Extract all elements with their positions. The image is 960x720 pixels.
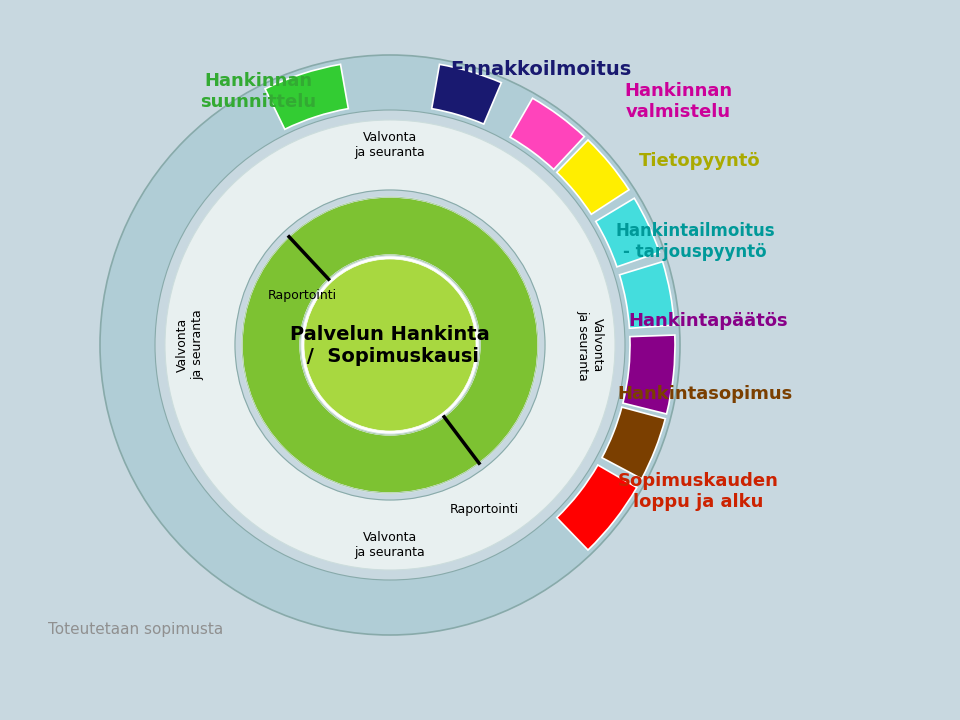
Text: Hankinnan
suunnittelu: Hankinnan suunnittelu	[200, 72, 316, 111]
Wedge shape	[100, 55, 680, 635]
Wedge shape	[602, 407, 665, 479]
Text: Valvonta
ja seuranta: Valvonta ja seuranta	[176, 310, 204, 380]
Circle shape	[302, 257, 478, 433]
Text: Hankintailmoitus
- tarjouspyyntö: Hankintailmoitus - tarjouspyyntö	[615, 222, 775, 261]
Wedge shape	[165, 120, 615, 570]
Text: Raportointi: Raportointi	[268, 289, 337, 302]
Text: Raportointi: Raportointi	[450, 503, 519, 516]
Circle shape	[304, 259, 476, 431]
Text: Valvonta
ja seuranta: Valvonta ja seuranta	[576, 310, 604, 380]
Wedge shape	[619, 261, 674, 328]
Text: Sopimuskauden
loppu ja alku: Sopimuskauden loppu ja alku	[617, 472, 779, 510]
Text: Toteutetaan sopimusta: Toteutetaan sopimusta	[48, 622, 224, 637]
Text: Hankinnan
valmistelu: Hankinnan valmistelu	[624, 82, 732, 121]
Text: Hankintasopimus: Hankintasopimus	[617, 385, 793, 403]
Text: Palvelun Hankinta
 /  Sopimuskausi: Palvelun Hankinta / Sopimuskausi	[290, 325, 490, 366]
Wedge shape	[623, 335, 675, 414]
Wedge shape	[596, 198, 660, 267]
Wedge shape	[265, 64, 348, 130]
Text: Hankintapäätös: Hankintapäätös	[628, 312, 788, 330]
Text: Ennakkoilmoitus: Ennakkoilmoitus	[450, 60, 632, 79]
Wedge shape	[242, 197, 538, 493]
Wedge shape	[432, 64, 501, 124]
Wedge shape	[557, 140, 629, 215]
Wedge shape	[557, 465, 636, 550]
Text: Valvonta
ja seuranta: Valvonta ja seuranta	[354, 531, 425, 559]
Text: Valvonta
ja seuranta: Valvonta ja seuranta	[354, 131, 425, 159]
Wedge shape	[510, 98, 585, 169]
Text: Tietopyyntö: Tietopyyntö	[639, 152, 761, 170]
